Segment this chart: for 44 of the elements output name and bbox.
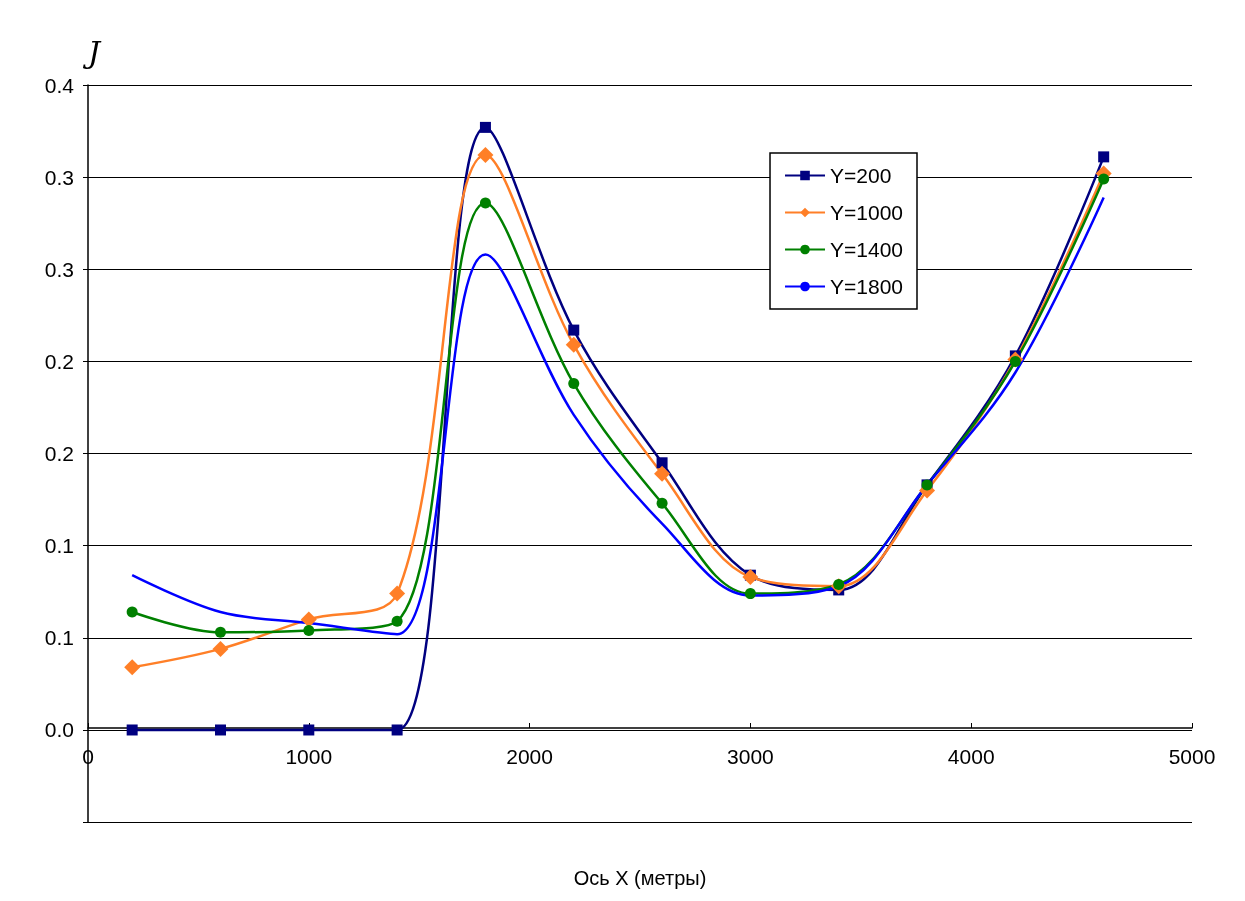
x-tick-label: 2000 [506,744,553,768]
point [391,615,403,627]
point [124,659,141,676]
point [126,606,138,618]
x-tick-label: 4000 [947,744,995,768]
x-axis-title: Ось X (метры) [573,867,707,889]
point [742,569,759,586]
x-tick-label: 5000 [1168,744,1216,768]
point [389,585,406,602]
x-tick-label: 1000 [285,744,333,768]
point [214,626,226,638]
y-tick-label: 0.4 [44,73,75,97]
point [654,465,671,482]
y-tick-label: 0.0 [44,718,74,742]
point [391,724,403,736]
legend-label: Y=1000 [830,201,904,224]
point [300,611,317,628]
point [744,588,756,600]
point [479,121,491,133]
point [126,724,138,736]
y-tick-label: 0.2 [44,442,74,466]
y-tick-label: 0.2 [44,349,74,373]
point [568,324,580,336]
point [303,624,315,636]
point [1098,151,1110,163]
y-tick-label: 0.3 [44,165,74,189]
point [479,197,491,209]
y-tick-label: 0.3 [44,257,74,281]
legend-label: Y=200 [830,164,892,187]
point [303,724,315,736]
x-tick-label: 3000 [727,744,774,768]
point [656,457,668,469]
legend-label: Y=1800 [830,275,904,298]
point [212,640,229,657]
point [1098,173,1110,185]
point [477,147,494,164]
point [214,724,226,736]
y-axis-title: J [82,34,102,70]
point [656,497,668,509]
y-tick-label: 0.1 [44,534,74,558]
point [565,336,582,353]
y-tick-label: 0.1 [44,626,74,650]
point [568,378,580,390]
legend-label: Y=1400 [830,238,904,261]
